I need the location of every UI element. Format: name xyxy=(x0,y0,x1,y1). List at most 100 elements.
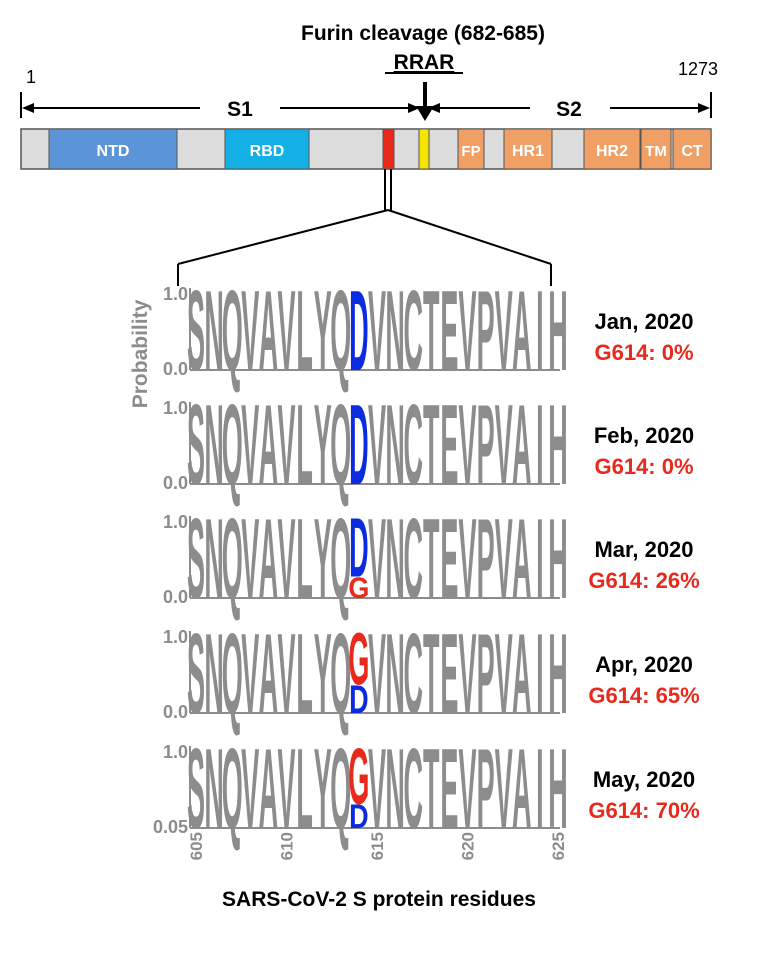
logo-letter: A xyxy=(259,610,278,738)
y-tick-bottom: 0.0 xyxy=(163,473,188,493)
logo-letter: A xyxy=(512,725,531,853)
logo-panel: 1.00.0S NQV A V L YQD V NC T E V P V A I H Feb, 2020G614… xyxy=(163,381,694,509)
logo-letter: T xyxy=(423,267,439,395)
logo-letter: Y xyxy=(314,495,332,623)
logo-letter: Y xyxy=(314,381,332,509)
month-label: Apr, 2020 xyxy=(595,652,693,677)
logo-letter: V xyxy=(495,725,513,853)
logo-letter: V xyxy=(458,381,476,509)
logo-letter: S xyxy=(187,267,205,395)
logo-letter: N xyxy=(204,495,223,623)
logo-letter: E xyxy=(440,610,458,738)
logo-letter: H xyxy=(548,725,567,853)
logo-letter-g: G xyxy=(348,618,369,700)
start-residue: 1 xyxy=(26,67,36,87)
s2-arrowhead-right xyxy=(698,103,710,113)
logo-letter-d: D xyxy=(349,678,368,722)
logo-letter: V xyxy=(241,267,259,395)
logo-letter: L xyxy=(296,725,312,853)
month-label: Mar, 2020 xyxy=(594,537,693,562)
span-arrows xyxy=(20,82,712,121)
logo-letter: V xyxy=(495,610,513,738)
logo-letter: A xyxy=(259,495,278,623)
logo-letter: E xyxy=(440,495,458,623)
logo-letter: P xyxy=(477,267,495,395)
logo-letter: C xyxy=(403,610,422,738)
logo-letter: S xyxy=(187,725,205,853)
logo-letter: N xyxy=(204,610,223,738)
logo-letter: H xyxy=(548,267,567,395)
logo-letter: V xyxy=(241,725,259,853)
y-tick-top: 1.0 xyxy=(163,627,188,647)
logo-letter: Q xyxy=(330,610,351,738)
y-tick-bottom: 0.0 xyxy=(163,702,188,722)
logo-letter: Q xyxy=(330,725,351,853)
logo-letter: E xyxy=(440,381,458,509)
y-tick-bottom: 0.05 xyxy=(153,817,188,837)
y-tick-top: 1.0 xyxy=(163,742,188,762)
x-tick-label: 625 xyxy=(549,832,568,860)
logo-letter: Q xyxy=(222,381,243,509)
logo-letter: V xyxy=(495,381,513,509)
end-residue: 1273 xyxy=(678,59,718,79)
logo-letter: C xyxy=(403,267,422,395)
furin-title: Furin cleavage (682-685) xyxy=(301,22,545,45)
logo-letter: V xyxy=(277,381,295,509)
logo-letter: V xyxy=(277,495,295,623)
logo-letter-d: D xyxy=(349,797,368,836)
logo-letter: A xyxy=(512,381,531,509)
sequence-logo-panels: 1.00.0S NQV A V L YQD V NC T E V P V A I H Jan, 2020G614… xyxy=(153,267,700,853)
logo-letter: P xyxy=(477,610,495,738)
logo-letter: N xyxy=(204,267,223,395)
s2-label: S2 xyxy=(556,98,582,121)
furin-motif: RRAR xyxy=(394,51,455,74)
logo-letter: V xyxy=(368,381,386,509)
logo-letter: A xyxy=(259,267,278,395)
logo-letter: V xyxy=(458,495,476,623)
logo-letter: V xyxy=(368,267,386,395)
logo-letter: V xyxy=(458,610,476,738)
logo-letter: L xyxy=(296,495,312,623)
logo-letter: H xyxy=(548,381,567,509)
logo-letter: I xyxy=(536,495,544,623)
logo-letter: P xyxy=(477,495,495,623)
logo-letter: Q xyxy=(330,495,351,623)
y-tick-bottom: 0.0 xyxy=(163,587,188,607)
ct-label: CT xyxy=(681,143,703,160)
tm-label: TM xyxy=(645,143,667,160)
logo-letter: I xyxy=(536,725,544,853)
ct-domain xyxy=(672,128,712,170)
logo-letter: Q xyxy=(222,267,243,395)
logo-letter: V xyxy=(458,267,476,395)
logo-letter: S xyxy=(187,495,205,623)
logo-letter: V xyxy=(368,495,386,623)
logo-letter: Q xyxy=(330,381,351,509)
logo-letter: I xyxy=(536,381,544,509)
logo-letter: Y xyxy=(314,725,332,853)
logo-letter: N xyxy=(385,725,404,853)
fp-domain xyxy=(457,128,485,170)
logo-letter: S xyxy=(187,610,205,738)
y-tick-top: 1.0 xyxy=(163,512,188,532)
y-tick-bottom: 0.0 xyxy=(163,359,188,379)
logo-letter: N xyxy=(204,725,223,853)
x-tick-label: 620 xyxy=(459,832,478,860)
furin-marker xyxy=(418,128,430,170)
logo-letter: C xyxy=(403,725,422,853)
cleavage-arrowhead xyxy=(416,106,434,121)
logo-letter: I xyxy=(536,267,544,395)
logo-letter: N xyxy=(204,381,223,509)
logo-letter: V xyxy=(277,610,295,738)
logo-letter: A xyxy=(259,381,278,509)
rbd-label: RBD xyxy=(250,143,285,160)
rbd-domain xyxy=(224,128,310,170)
logo-letter: N xyxy=(385,610,404,738)
logo-letter: Q xyxy=(330,267,351,395)
y-axis-label: Probability xyxy=(129,299,152,408)
logo-letter: H xyxy=(548,495,567,623)
logo-letter-d: D xyxy=(349,501,368,595)
logo-letter: V xyxy=(241,495,259,623)
